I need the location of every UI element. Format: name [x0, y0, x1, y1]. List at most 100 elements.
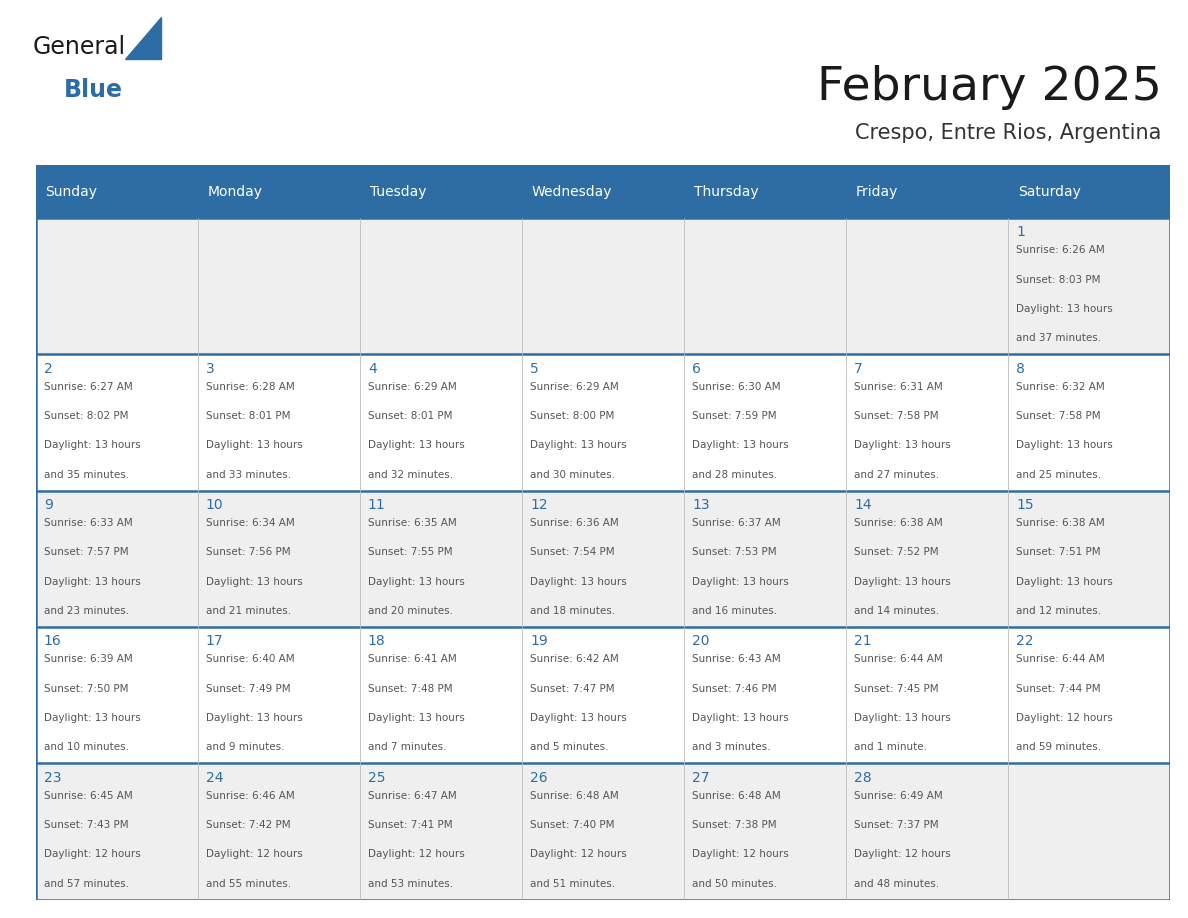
Text: Sunset: 7:44 PM: Sunset: 7:44 PM: [1016, 684, 1101, 694]
Text: Monday: Monday: [208, 185, 263, 198]
Text: 18: 18: [368, 634, 386, 648]
Text: Sunrise: 6:48 AM: Sunrise: 6:48 AM: [530, 790, 619, 800]
Text: 24: 24: [206, 771, 223, 785]
Text: Daylight: 13 hours: Daylight: 13 hours: [693, 713, 789, 722]
Text: Daylight: 12 hours: Daylight: 12 hours: [368, 849, 465, 859]
Text: Blue: Blue: [64, 78, 122, 102]
Text: and 48 minutes.: and 48 minutes.: [854, 879, 940, 889]
Text: and 14 minutes.: and 14 minutes.: [854, 606, 940, 616]
Text: Daylight: 13 hours: Daylight: 13 hours: [1016, 577, 1113, 587]
Text: and 27 minutes.: and 27 minutes.: [854, 470, 940, 479]
Bar: [846, 627, 1009, 764]
Polygon shape: [126, 17, 160, 60]
Bar: [36, 627, 197, 764]
Text: 12: 12: [530, 498, 548, 512]
Text: Sunset: 7:58 PM: Sunset: 7:58 PM: [1016, 411, 1101, 421]
Text: Sunset: 7:54 PM: Sunset: 7:54 PM: [530, 547, 614, 557]
Bar: [36, 218, 197, 354]
Text: Sunset: 7:37 PM: Sunset: 7:37 PM: [854, 820, 939, 830]
Text: and 3 minutes.: and 3 minutes.: [693, 743, 771, 752]
Bar: [846, 218, 1009, 354]
Text: Sunrise: 6:47 AM: Sunrise: 6:47 AM: [368, 790, 456, 800]
Text: and 12 minutes.: and 12 minutes.: [1016, 606, 1101, 616]
Text: 16: 16: [44, 634, 62, 648]
Text: Sunrise: 6:45 AM: Sunrise: 6:45 AM: [44, 790, 133, 800]
Text: Daylight: 13 hours: Daylight: 13 hours: [854, 577, 950, 587]
Text: Daylight: 13 hours: Daylight: 13 hours: [530, 441, 627, 451]
Bar: [360, 218, 522, 354]
Text: Sunset: 7:55 PM: Sunset: 7:55 PM: [368, 547, 453, 557]
Text: Sunset: 7:56 PM: Sunset: 7:56 PM: [206, 547, 290, 557]
Text: Sunrise: 6:35 AM: Sunrise: 6:35 AM: [368, 518, 456, 528]
Text: Friday: Friday: [855, 185, 898, 198]
Text: 17: 17: [206, 634, 223, 648]
Text: Daylight: 13 hours: Daylight: 13 hours: [530, 713, 627, 722]
Text: Sunrise: 6:38 AM: Sunrise: 6:38 AM: [1016, 518, 1105, 528]
Bar: [36, 165, 197, 218]
Bar: [36, 764, 197, 900]
Text: 2: 2: [44, 362, 52, 375]
Text: Daylight: 13 hours: Daylight: 13 hours: [693, 441, 789, 451]
Text: Daylight: 13 hours: Daylight: 13 hours: [368, 577, 465, 587]
Text: and 25 minutes.: and 25 minutes.: [1016, 470, 1101, 479]
Text: Daylight: 12 hours: Daylight: 12 hours: [693, 849, 789, 859]
Bar: [36, 354, 197, 491]
Bar: [522, 491, 684, 627]
Text: and 35 minutes.: and 35 minutes.: [44, 470, 128, 479]
Text: Daylight: 13 hours: Daylight: 13 hours: [1016, 441, 1113, 451]
Text: and 21 minutes.: and 21 minutes.: [206, 606, 291, 616]
Text: 28: 28: [854, 771, 872, 785]
Text: Sunrise: 6:34 AM: Sunrise: 6:34 AM: [206, 518, 295, 528]
Bar: [684, 764, 846, 900]
Text: 26: 26: [530, 771, 548, 785]
Bar: [1009, 165, 1170, 218]
Text: and 32 minutes.: and 32 minutes.: [368, 470, 453, 479]
Text: Sunday: Sunday: [45, 185, 97, 198]
Bar: [197, 218, 360, 354]
Text: Daylight: 13 hours: Daylight: 13 hours: [206, 713, 303, 722]
Bar: [684, 627, 846, 764]
Text: Sunset: 7:43 PM: Sunset: 7:43 PM: [44, 820, 128, 830]
Bar: [522, 165, 684, 218]
Text: Sunrise: 6:49 AM: Sunrise: 6:49 AM: [854, 790, 943, 800]
Bar: [36, 491, 197, 627]
Bar: [360, 491, 522, 627]
Text: Sunrise: 6:29 AM: Sunrise: 6:29 AM: [368, 382, 456, 392]
Text: Sunset: 7:52 PM: Sunset: 7:52 PM: [854, 547, 939, 557]
Text: and 53 minutes.: and 53 minutes.: [368, 879, 453, 889]
Text: Sunrise: 6:43 AM: Sunrise: 6:43 AM: [693, 655, 781, 665]
Text: Sunrise: 6:44 AM: Sunrise: 6:44 AM: [854, 655, 943, 665]
Text: Sunrise: 6:26 AM: Sunrise: 6:26 AM: [1016, 245, 1105, 255]
Bar: [1009, 354, 1170, 491]
Bar: [360, 165, 522, 218]
Text: and 55 minutes.: and 55 minutes.: [206, 879, 291, 889]
Text: and 57 minutes.: and 57 minutes.: [44, 879, 128, 889]
Text: Wednesday: Wednesday: [531, 185, 612, 198]
Text: Saturday: Saturday: [1018, 185, 1081, 198]
Text: 6: 6: [693, 362, 701, 375]
Bar: [522, 627, 684, 764]
Text: Sunset: 7:49 PM: Sunset: 7:49 PM: [206, 684, 290, 694]
Text: 22: 22: [1016, 634, 1034, 648]
Text: 4: 4: [368, 362, 377, 375]
Text: and 37 minutes.: and 37 minutes.: [1016, 333, 1101, 343]
Bar: [360, 764, 522, 900]
Text: 14: 14: [854, 498, 872, 512]
Text: 19: 19: [530, 634, 548, 648]
Bar: [197, 627, 360, 764]
Text: 9: 9: [44, 498, 52, 512]
Text: and 30 minutes.: and 30 minutes.: [530, 470, 615, 479]
Text: Sunrise: 6:42 AM: Sunrise: 6:42 AM: [530, 655, 619, 665]
Text: Sunset: 7:48 PM: Sunset: 7:48 PM: [368, 684, 453, 694]
Text: Sunrise: 6:33 AM: Sunrise: 6:33 AM: [44, 518, 133, 528]
Text: 11: 11: [368, 498, 386, 512]
Text: Daylight: 13 hours: Daylight: 13 hours: [44, 577, 140, 587]
Bar: [522, 354, 684, 491]
Text: 3: 3: [206, 362, 215, 375]
Bar: [684, 491, 846, 627]
Text: Sunrise: 6:29 AM: Sunrise: 6:29 AM: [530, 382, 619, 392]
Text: Daylight: 13 hours: Daylight: 13 hours: [206, 577, 303, 587]
Bar: [684, 218, 846, 354]
Text: 21: 21: [854, 634, 872, 648]
Text: and 5 minutes.: and 5 minutes.: [530, 743, 608, 752]
